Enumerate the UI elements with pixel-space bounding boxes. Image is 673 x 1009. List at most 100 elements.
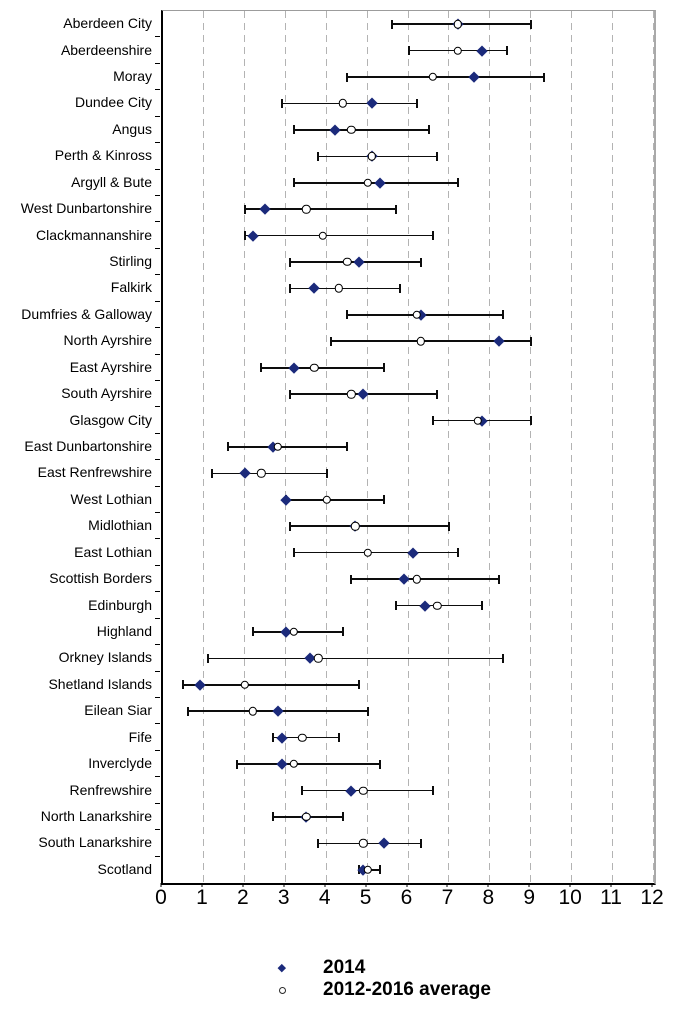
error-bar-cap-low <box>252 627 255 637</box>
category-label: Edinburgh <box>88 596 152 613</box>
category-label-row: Aberdeen City <box>0 10 154 36</box>
error-bar-line <box>289 287 401 290</box>
y-axis-tick <box>155 776 160 778</box>
category-label: Stirling <box>109 253 152 270</box>
marker-2014-diamond <box>345 784 357 797</box>
data-row <box>163 513 654 539</box>
error-bar-line <box>302 789 434 792</box>
category-label: Eilean Siar <box>84 702 152 719</box>
data-row <box>163 196 654 222</box>
error-bar-cap-low <box>288 283 291 293</box>
error-bar-line <box>244 234 434 237</box>
error-bar-cap-high <box>501 653 504 663</box>
error-bar-line <box>244 208 397 210</box>
error-bar-cap-high <box>456 548 459 558</box>
error-bar-cap-low <box>211 468 214 478</box>
error-bar-cap-low <box>317 151 320 161</box>
x-axis-tick <box>610 883 612 887</box>
y-axis-tick <box>155 591 160 593</box>
y-axis-tick <box>155 564 160 566</box>
y-axis-tick <box>155 432 160 434</box>
category-label-row: Highland <box>0 618 154 644</box>
error-bar-cap-low <box>350 574 353 584</box>
data-row <box>163 222 654 248</box>
y-axis-tick <box>155 485 160 487</box>
marker-2014-diamond <box>272 705 284 717</box>
marker-average-circle <box>367 152 376 161</box>
error-bar-cap-low <box>407 46 410 56</box>
marker-2014-diamond <box>378 837 390 849</box>
error-bar-cap-high <box>366 706 369 716</box>
error-bar-cap-low <box>243 204 246 214</box>
error-bar-line <box>347 76 544 78</box>
marker-average-circle <box>347 389 356 399</box>
data-row <box>163 275 654 301</box>
category-label-row: Glasgow City <box>0 406 154 432</box>
x-axis-tick <box>201 883 203 887</box>
y-axis-tick <box>155 379 160 381</box>
legend: 2014 2012-2016 average <box>270 957 491 1001</box>
category-label: South Lanarkshire <box>38 834 152 851</box>
y-axis-tick <box>155 459 160 461</box>
marker-average-circle <box>314 654 323 663</box>
category-label-row: North Lanarkshire <box>0 803 154 829</box>
gridline <box>612 11 614 883</box>
x-tick-label: 9 <box>523 886 536 909</box>
marker-2014-diamond <box>276 758 288 770</box>
error-bar-cap-high <box>342 812 345 822</box>
x-tick-label: 8 <box>482 886 495 909</box>
marker-2014-diamond <box>247 230 259 242</box>
category-label: Highland <box>96 622 152 639</box>
error-bar-line <box>183 684 360 686</box>
data-row <box>163 487 654 513</box>
error-bar-cap-low <box>391 19 394 29</box>
category-label: East Ayrshire <box>69 358 152 375</box>
x-axis-tick <box>324 883 326 887</box>
x-tick-label: 12 <box>640 886 664 909</box>
error-bar-cap-high <box>342 627 345 637</box>
y-axis-tick <box>155 62 160 64</box>
y-axis-tick <box>155 670 160 672</box>
y-axis-tick <box>155 855 160 857</box>
marker-2014-diamond <box>407 547 419 559</box>
x-tick-label: 5 <box>359 886 372 909</box>
data-row <box>163 619 654 645</box>
marker-2014-diamond <box>329 124 341 136</box>
marker-average-circle <box>318 231 327 240</box>
category-label: Inverclyde <box>88 755 152 772</box>
marker-average-circle <box>453 46 462 55</box>
y-axis-tick <box>155 36 160 38</box>
x-axis-tick <box>160 883 162 887</box>
error-bar-cap-high <box>530 416 533 426</box>
error-bar-line <box>273 736 339 739</box>
error-bar-cap-low <box>432 416 435 426</box>
y-axis-tick <box>155 89 160 91</box>
data-row <box>163 460 654 486</box>
error-bar-cap-high <box>419 257 422 267</box>
error-bar-line <box>330 340 532 343</box>
legend-marker-box <box>275 964 289 972</box>
marker-average-circle <box>416 337 425 346</box>
error-bar-line <box>318 155 438 158</box>
category-label-row: Angus <box>0 116 154 142</box>
y-axis-tick <box>155 723 160 725</box>
error-bar-cap-high <box>325 468 328 478</box>
data-row <box>163 249 654 275</box>
y-axis-tick <box>155 300 160 302</box>
category-label: Fife <box>128 728 152 745</box>
data-row <box>163 804 654 830</box>
error-bar-cap-low <box>243 231 246 241</box>
marker-average-circle <box>342 257 352 267</box>
y-axis-tick <box>155 538 160 540</box>
x-tick-label: 0 <box>155 886 167 909</box>
marker-average-circle <box>256 469 266 478</box>
data-row <box>163 90 654 116</box>
error-bar-cap-high <box>432 231 435 241</box>
y-axis-tick <box>155 274 160 276</box>
gridline <box>366 11 368 883</box>
x-tick-label: 1 <box>196 886 208 909</box>
category-label: Aberdeenshire <box>60 41 152 58</box>
error-bar-cap-low <box>260 363 263 373</box>
category-label-row: South Ayrshire <box>0 380 154 406</box>
